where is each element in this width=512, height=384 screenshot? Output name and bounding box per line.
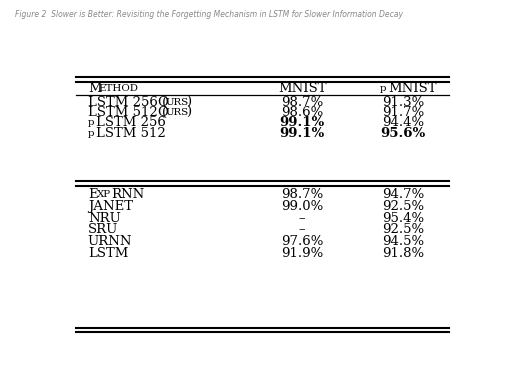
Text: MNIST: MNIST <box>278 81 326 94</box>
Text: URS: URS <box>166 108 189 117</box>
Text: 94.5%: 94.5% <box>382 235 424 248</box>
Text: M: M <box>88 81 101 94</box>
Text: URNN: URNN <box>88 235 132 248</box>
Text: 94.4%: 94.4% <box>382 116 424 129</box>
Text: 94.7%: 94.7% <box>382 188 424 201</box>
Text: LSTM 256: LSTM 256 <box>96 116 165 129</box>
Text: URS: URS <box>166 98 189 107</box>
Text: RNN: RNN <box>112 188 145 201</box>
Text: 92.5%: 92.5% <box>382 223 424 237</box>
Text: ): ) <box>186 96 191 109</box>
Text: 91.9%: 91.9% <box>281 247 323 260</box>
Text: Figure 2  Slower is Better: Revisiting the Forgetting Mechanism in LSTM for Slow: Figure 2 Slower is Better: Revisiting th… <box>15 10 403 18</box>
Text: 91.3%: 91.3% <box>382 96 424 109</box>
Text: 95.6%: 95.6% <box>380 127 426 140</box>
Text: 98.7%: 98.7% <box>281 96 323 109</box>
Text: 97.6%: 97.6% <box>281 235 323 248</box>
Text: 95.4%: 95.4% <box>382 212 424 225</box>
Text: JANET: JANET <box>88 200 133 213</box>
Text: 99.0%: 99.0% <box>281 200 323 213</box>
Text: p: p <box>88 129 94 138</box>
Text: p: p <box>379 84 386 93</box>
Text: E: E <box>88 188 97 201</box>
Text: O: O <box>157 96 168 109</box>
Text: p: p <box>88 118 94 127</box>
Text: ETHOD: ETHOD <box>99 84 139 93</box>
Text: O: O <box>157 106 168 119</box>
Text: 98.7%: 98.7% <box>281 188 323 201</box>
Text: 91.7%: 91.7% <box>382 106 424 119</box>
Text: 99.1%: 99.1% <box>280 116 325 129</box>
Text: –: – <box>299 212 305 225</box>
Text: LSTM 256 (: LSTM 256 ( <box>88 96 167 109</box>
Text: LSTM 512 (: LSTM 512 ( <box>88 106 167 119</box>
Text: XP: XP <box>97 190 111 199</box>
Text: 92.5%: 92.5% <box>382 200 424 213</box>
Text: 99.1%: 99.1% <box>280 127 325 140</box>
Text: LSTM 512: LSTM 512 <box>96 127 165 140</box>
Text: 98.6%: 98.6% <box>281 106 323 119</box>
Text: 91.8%: 91.8% <box>382 247 424 260</box>
Text: MNIST: MNIST <box>389 81 437 94</box>
Text: NRU: NRU <box>88 212 121 225</box>
Text: LSTM: LSTM <box>88 247 128 260</box>
Text: SRU: SRU <box>88 223 118 237</box>
Text: ): ) <box>186 106 191 119</box>
Text: –: – <box>299 223 305 237</box>
